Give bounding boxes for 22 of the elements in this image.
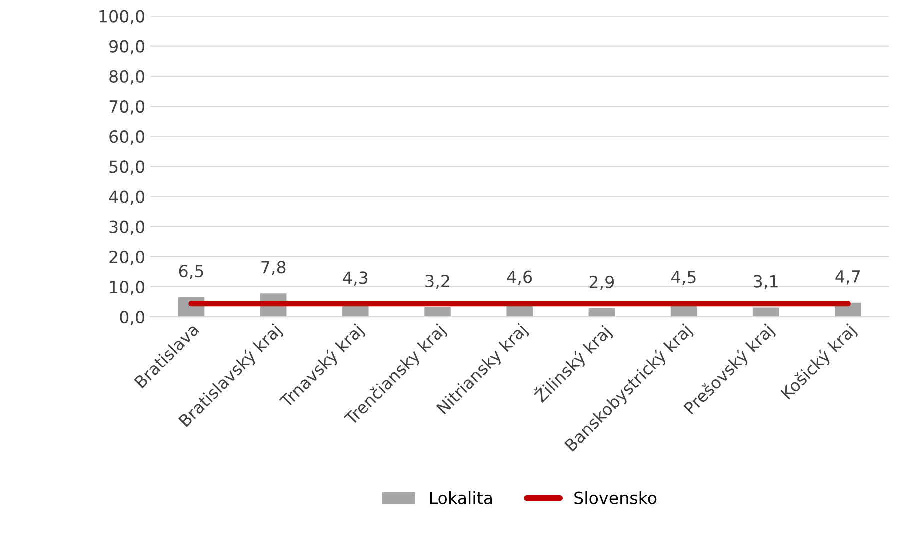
legend-label: Lokalita [430,492,492,504]
y-tick-label: 60,0 [110,130,145,145]
data-label: 7,8 [262,261,286,276]
y-tick-label: 10,0 [110,280,145,296]
data-label: 3,1 [754,275,778,290]
data-label: 4,7 [836,270,860,285]
y-tick-label: 20,0 [110,250,145,266]
data-label: 2,9 [590,276,614,290]
data-label: 4,5 [672,271,696,286]
legend-label: Slovensko [574,492,657,504]
y-tick-label: 70,0 [110,100,145,115]
y-tick-label: 80,0 [110,70,145,85]
data-label: 6,5 [179,265,204,280]
y-tick-label: 90,0 [110,40,145,55]
data-label: 4,6 [507,270,532,286]
y-tick-label: 40,0 [109,190,145,206]
y-tick-label: 100,0 [100,10,145,25]
data-label: 4,3 [343,272,368,286]
y-tick-label: 0,0 [120,311,145,326]
y-tick-label: 50,0 [110,160,145,175]
y-tick-label: 30,0 [110,220,145,236]
data-label: 3,2 [426,274,450,290]
